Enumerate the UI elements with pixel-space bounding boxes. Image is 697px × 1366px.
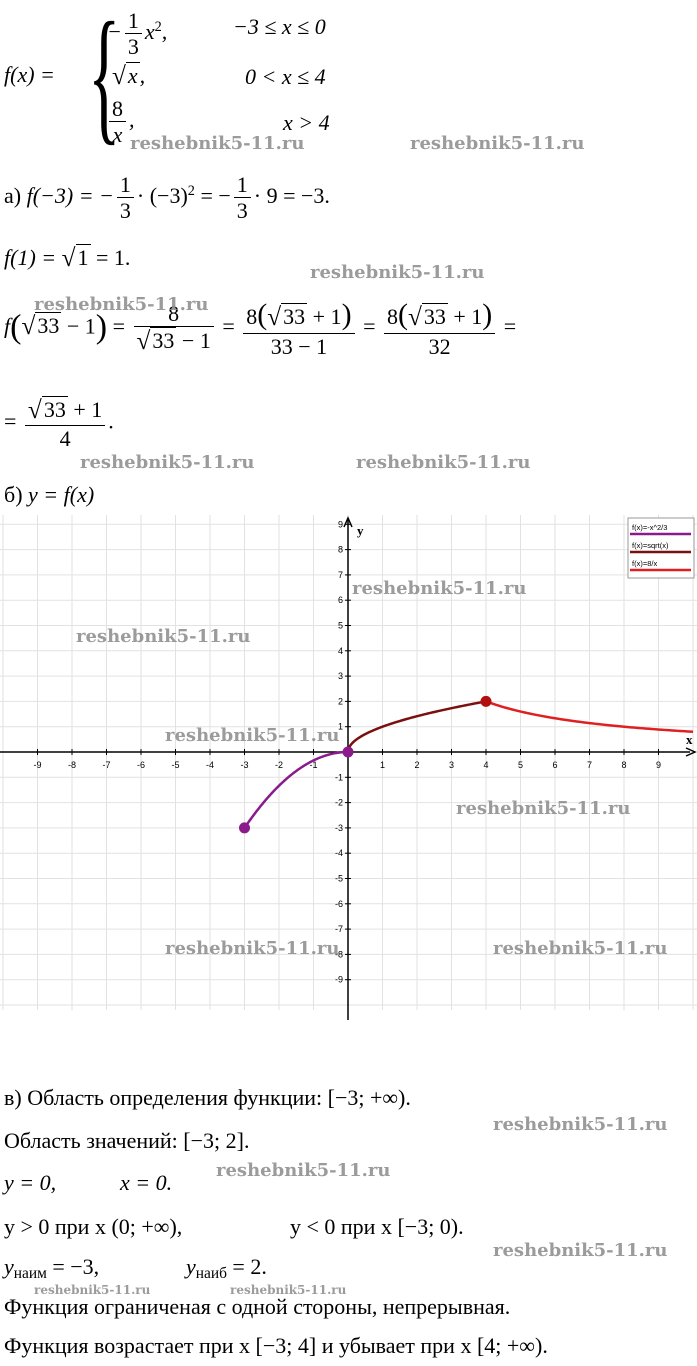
watermark: reshebnik5-11.ru <box>165 938 340 959</box>
part-v-zeros-x: x = 0. <box>120 1170 173 1195</box>
tick-labels: -9 -8 -7 -6 -5 -4 -3 -2 -1 1 2 3 4 5 6 7 8 9 9 8 7 6 5 4 3 2 1 -1 -2… <box>33 519 693 984</box>
series-line <box>243 750 349 829</box>
y-tick-label: -8 <box>335 949 343 959</box>
case1-condition: −3 ≤ x ≤ 0 <box>233 14 326 39</box>
y-tick-label: -9 <box>335 975 343 985</box>
left-brace: { <box>88 0 121 158</box>
watermark: reshebnik5-11.ru <box>352 578 527 599</box>
y-tick-label: -1 <box>335 772 343 782</box>
case1-expression: −1 3 x2, <box>107 8 168 60</box>
y-tick-label: 8 <box>338 545 343 555</box>
function-graph: -9 -8 -7 -6 -5 -4 -3 -2 -1 1 2 3 4 5 6 7 8 9 9 8 7 6 5 4 3 2 1 -1 -2… <box>0 515 697 1020</box>
part-v-domain: в) Область определения функции: [−3; +∞)… <box>4 1085 411 1110</box>
legend-label: f(x)=-x^2/3 <box>632 523 667 532</box>
part-b-heading: б) y = f(x) <box>4 482 95 507</box>
watermark: reshebnik5-11.ru <box>34 1283 151 1297</box>
part-v-bounded: Функция ограниченая с одной стороны, неп… <box>4 1294 511 1319</box>
watermark: reshebnik5-11.ru <box>216 1160 391 1181</box>
x-tick-label: 8 <box>621 760 626 770</box>
x-tick-label: -2 <box>275 760 283 770</box>
y-tick-label: 4 <box>338 646 343 656</box>
part-v-max: yнаиб = 2. <box>186 1254 267 1282</box>
x-tick-label: 3 <box>449 760 454 770</box>
y-tick-label: -6 <box>335 899 343 909</box>
endpoint-markers <box>239 695 492 834</box>
watermark: reshebnik5-11.ru <box>493 938 668 959</box>
x-axis-label: x <box>686 732 693 747</box>
piecewise-lhs: f(x) = <box>4 62 55 87</box>
watermark: reshebnik5-11.ru <box>130 133 305 154</box>
y-tick-label: 7 <box>338 570 343 580</box>
part-v-positive: y > 0 при x (0; +∞), <box>4 1214 183 1239</box>
series-line <box>485 700 694 734</box>
y-tick-label: -3 <box>335 823 343 833</box>
case2-condition: 0 < x ≤ 4 <box>245 64 326 89</box>
curves <box>243 700 694 829</box>
series-line <box>346 700 487 753</box>
x-tick-label: -3 <box>240 760 248 770</box>
x-tick-label: 7 <box>587 760 592 770</box>
y-tick-label: 9 <box>338 519 343 529</box>
case3-condition: x > 4 <box>283 110 330 135</box>
y-tick-label: 1 <box>338 722 343 732</box>
endpoint-point <box>342 746 354 758</box>
x-axis-arrow <box>685 747 697 757</box>
legend: f(x)=-x^2/3 f(x)=sqrt(x) f(x)=8/x <box>627 517 695 579</box>
legend-label: f(x)=8/x <box>632 559 657 568</box>
endpoint-point <box>480 695 492 707</box>
y-tick-label: 6 <box>338 595 343 605</box>
part-a-line3: f(√33 − 1) = 8 √33 − 1 = 8(√33 + 1) 33 − 1… <box>4 298 517 359</box>
watermark: reshebnik5-11.ru <box>310 262 485 283</box>
watermark: reshebnik5-11.ru <box>165 725 340 746</box>
watermark: reshebnik5-11.ru <box>356 452 531 473</box>
watermark: reshebnik5-11.ru <box>493 1114 668 1135</box>
part-v-range: Область значений: [−3; 2]. <box>4 1128 250 1153</box>
watermark: reshebnik5-11.ru <box>410 133 585 154</box>
y-tick-label: 5 <box>338 621 343 631</box>
watermark: reshebnik5-11.ru <box>493 1240 668 1261</box>
watermark: reshebnik5-11.ru <box>34 294 209 315</box>
part-a-line1: а) f(−3) = −1 3 · (−3)2 = −1 3 · 9 = −3. <box>4 172 330 224</box>
x-tick-label: 2 <box>414 760 419 770</box>
x-tick-label: -7 <box>102 760 110 770</box>
x-tick-label: -1 <box>309 760 317 770</box>
y-tick-label: 3 <box>338 671 343 681</box>
watermark: reshebnik5-11.ru <box>230 1283 347 1297</box>
case2-expression: √x, <box>112 62 146 90</box>
x-tick-label: 1 <box>380 760 385 770</box>
x-tick-label: 9 <box>656 760 661 770</box>
watermark: reshebnik5-11.ru <box>456 798 631 819</box>
watermark: reshebnik5-11.ru <box>80 452 255 473</box>
part-v-negative: y < 0 при x [−3; 0). <box>290 1214 464 1239</box>
x-tick-label: -4 <box>206 760 214 770</box>
x-tick-label: 5 <box>518 760 523 770</box>
y-tick-label: -5 <box>335 874 343 884</box>
part-v-monotonic: Функция возрастает при x [−3; 4] и убыва… <box>4 1333 548 1358</box>
part-v-zeros-y: y = 0, <box>4 1170 57 1195</box>
part-a-line2: f(1) = √1 = 1. <box>4 244 131 272</box>
x-tick-label: 6 <box>552 760 557 770</box>
x-tick-label: -9 <box>33 760 41 770</box>
watermark: reshebnik5-11.ru <box>76 626 251 647</box>
y-axis-label: y <box>357 523 364 538</box>
endpoint-point <box>239 822 250 834</box>
x-tick-label: 4 <box>483 760 488 770</box>
x-tick-label: -5 <box>171 760 179 770</box>
legend-box <box>627 517 695 579</box>
x-tick-label: -6 <box>137 760 145 770</box>
legend-label: f(x)=sqrt(x) <box>632 541 669 550</box>
y-tick-label: -2 <box>335 798 343 808</box>
part-v-min: yнаим = −3, <box>4 1254 100 1282</box>
x-tick-label: -8 <box>68 760 76 770</box>
y-tick-label: -7 <box>335 924 343 934</box>
y-tick-label: 2 <box>338 696 343 706</box>
y-tick-label: -4 <box>335 848 343 858</box>
